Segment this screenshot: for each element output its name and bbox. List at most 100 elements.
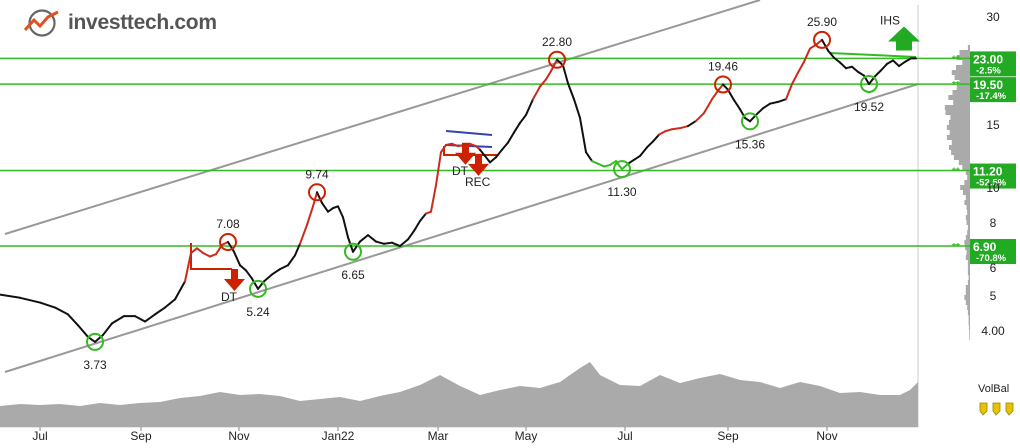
price-segment [597,162,605,168]
price-segment [562,64,569,85]
price-segment [633,154,641,161]
price-segment [545,70,552,81]
low-label: 19.52 [854,100,884,114]
volume-by-price-histogram [944,45,970,340]
volume-by-price-bar [950,115,970,120]
price-segment [886,59,894,65]
price-segment [221,241,229,246]
volume-by-price-bar [949,130,970,135]
price-segment [603,164,611,168]
level-price: 23.00 [973,52,1003,66]
level-percent: -70.8% [976,253,1007,264]
volume-by-price-bar [952,90,970,95]
price-segment [435,151,442,187]
price-segment [797,60,805,74]
price-segment [785,83,793,101]
low-label: 11.30 [607,185,636,199]
price-segment [791,71,799,86]
price-segment [585,151,593,163]
price-segment [445,142,453,146]
price-segment [227,241,235,253]
price-segment [399,238,409,248]
level-tag [970,163,1016,189]
price-segment [359,234,369,243]
price-segment [755,107,764,116]
volume-by-price-bar [967,280,970,285]
high-label: 22.80 [542,35,572,49]
high-marker [813,30,831,49]
price-segment [833,56,841,64]
price-segment [174,280,186,301]
volume-by-price-bar [964,240,970,245]
price-segment [892,59,900,68]
volume-balance-area [0,362,918,427]
level-price: 6.90 [973,240,997,254]
price-segment [621,162,629,171]
price-segment [19,296,41,304]
volume-by-price-bar [965,245,970,250]
price-segment [321,201,329,213]
volume-by-price-bar [965,195,970,200]
y-tick-label: 8 [990,216,997,230]
volume-by-price-bar [956,65,970,70]
price-segment [413,220,421,232]
price-segment [67,313,79,327]
x-tick-label: Nov [816,429,837,443]
volume-by-price-bar [965,215,970,220]
low-marker [249,279,267,298]
price-segment [383,241,393,245]
price-segment [342,216,349,239]
price-segment [0,293,21,299]
volume-by-price-bar [967,210,970,215]
volume-by-price-bar [968,315,970,320]
price-segment [299,223,308,245]
low-label: 15.36 [735,137,765,151]
volume-by-price-bar [959,50,970,55]
price-segment [419,212,427,223]
volume-by-price-bar [948,95,970,100]
level-percent: -17.4% [976,91,1007,102]
volume-by-price-bar [967,230,970,235]
low-label: 3.73 [83,358,107,372]
price-segment [209,253,217,258]
volume-by-price-bar [945,110,970,115]
volume-by-price-bar [966,250,970,255]
level-tag [970,51,1016,77]
volume-by-price-bar [968,320,970,325]
volume-by-price-bar [965,255,970,260]
signal-label: REC [465,175,491,189]
volume-by-price-bar [967,225,970,230]
price-segment [469,142,477,148]
price-segment [327,207,334,213]
volume-by-price-bar [966,205,970,210]
price-segment [815,38,823,46]
price-segment [744,116,751,123]
price-segment [711,89,719,101]
volume-by-price-bar [967,305,970,310]
y-tick-label: 15 [986,118,1000,132]
price-segment [233,250,241,267]
price-segment [375,240,385,245]
high-label: 25.90 [807,15,837,29]
high-marker [714,75,732,94]
thumb-indicator-icon [979,402,988,416]
price-segment [671,127,681,131]
price-segment [658,130,666,136]
volume-by-price-bar [956,55,970,60]
volume-by-price-bar [954,75,970,80]
volume-by-price-bar [951,140,970,145]
volume-by-price-bar [960,185,970,190]
volume-by-price-bar [958,160,970,165]
price-segment [839,61,847,70]
low-marker [86,332,104,351]
y-tick-label: 30 [986,10,1000,24]
low-label: 6.65 [341,268,365,282]
price-segment [874,69,882,78]
volume-by-price-bar [967,260,970,265]
price-segment [271,268,281,276]
price-segment [762,102,771,110]
x-tick-label: Nov [228,429,249,443]
sell-arrow-icon [468,153,489,176]
volume-by-price-bar [963,190,970,195]
